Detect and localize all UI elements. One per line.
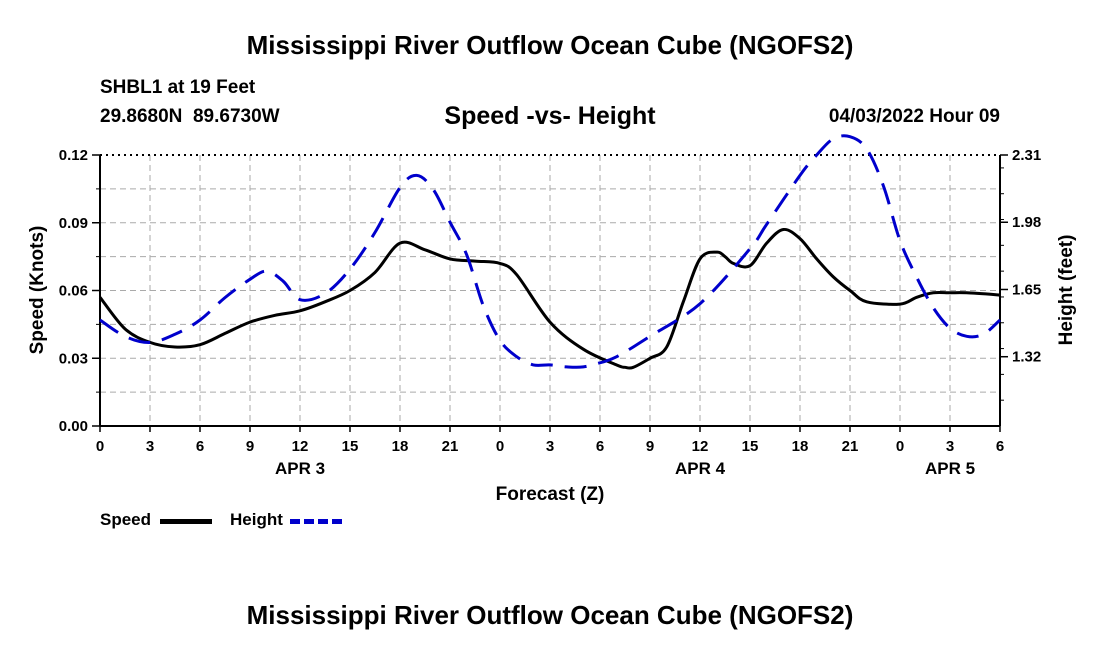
x-tick-label: 3 xyxy=(146,438,154,455)
coordinates-label: 29.8680N 89.6730W xyxy=(100,106,280,127)
x-tick-label: 6 xyxy=(196,438,204,455)
y-left-tick-label: 0.09 xyxy=(59,215,88,232)
x-tick-label: 21 xyxy=(442,438,459,455)
datetime-label: 04/03/2022 Hour 09 xyxy=(828,106,1000,127)
x-tick-label: 6 xyxy=(596,438,604,455)
date-label: APR 4 xyxy=(675,459,726,478)
page-title-bottom: Mississippi River Outflow Ocean Cube (NG… xyxy=(246,600,854,630)
x-tick-label: 21 xyxy=(842,438,859,455)
x-tick-label: 12 xyxy=(292,438,309,455)
page-title-top: Mississippi River Outflow Ocean Cube (NG… xyxy=(246,30,854,60)
x-tick-label: 18 xyxy=(792,438,809,455)
height-series-line xyxy=(99,134,1002,369)
y-left-tick-label: 0.03 xyxy=(59,350,88,367)
y-axis-left-label: Speed (Knots) xyxy=(27,226,48,355)
axes xyxy=(92,154,1008,432)
y-left-tick-label: 0.12 xyxy=(59,147,88,164)
x-tick-label: 18 xyxy=(392,438,409,455)
x-tick-label: 0 xyxy=(96,438,104,455)
y-right-tick-label: 2.31 xyxy=(1012,147,1041,164)
x-tick-label: 9 xyxy=(646,438,654,455)
station-label: SHBL1 at 19 Feet xyxy=(100,77,256,98)
y-right-tick-label: 1.65 xyxy=(1012,281,1041,298)
tick-labels: 0 3 6 9 12 15 18 21 0 3 6 9 12 15 18 21 0 3 6 0.00 0.03 0.06 0… xyxy=(59,147,1041,478)
x-tick-label: 0 xyxy=(896,438,904,455)
y-right-tick-label: 1.32 xyxy=(1012,349,1041,366)
y-axis-right-label: Height (feet) xyxy=(1056,235,1077,346)
legend-height-label: Height xyxy=(230,510,283,529)
y-left-tick-label: 0.00 xyxy=(59,418,88,435)
speed-series-line xyxy=(98,227,1001,370)
legend-speed-label: Speed xyxy=(100,510,152,529)
legend-speed-swatch xyxy=(160,519,212,524)
x-tick-label: 0 xyxy=(496,438,504,455)
chart-title: Speed -vs- Height xyxy=(444,102,656,130)
x-tick-label: 3 xyxy=(546,438,554,455)
x-axis-label: Forecast (Z) xyxy=(496,484,605,505)
x-tick-label: 15 xyxy=(742,438,759,455)
x-tick-label: 6 xyxy=(996,438,1004,455)
x-tick-label: 12 xyxy=(692,438,709,455)
x-tick-label: 15 xyxy=(342,438,359,455)
y-left-tick-label: 0.06 xyxy=(59,283,88,300)
x-tick-label: 3 xyxy=(946,438,954,455)
date-label: APR 5 xyxy=(925,459,975,478)
y-right-tick-label: 1.98 xyxy=(1012,214,1041,231)
legend-height-swatch xyxy=(290,519,342,524)
x-tick-label: 9 xyxy=(246,438,254,455)
date-label: APR 3 xyxy=(275,459,325,478)
series-lines xyxy=(98,134,1002,370)
